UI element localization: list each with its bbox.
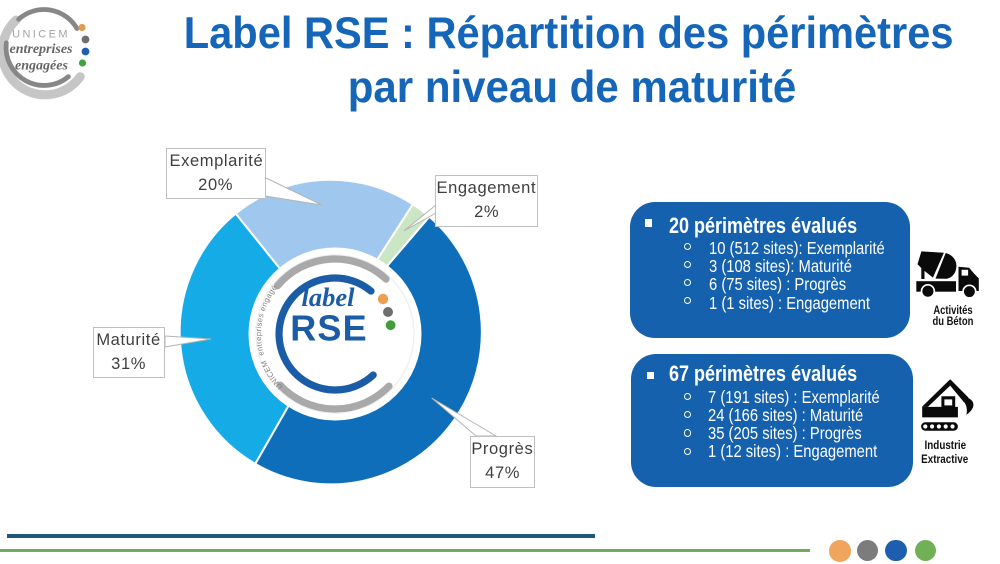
svg-text:RSE: RSE [290, 308, 368, 349]
svg-text:entreprises: entreprises [10, 42, 74, 57]
svg-text:engagées: engagées [15, 59, 68, 74]
svg-text:label: label [302, 282, 356, 312]
svg-text:UNICEM: UNICEM [12, 29, 70, 41]
